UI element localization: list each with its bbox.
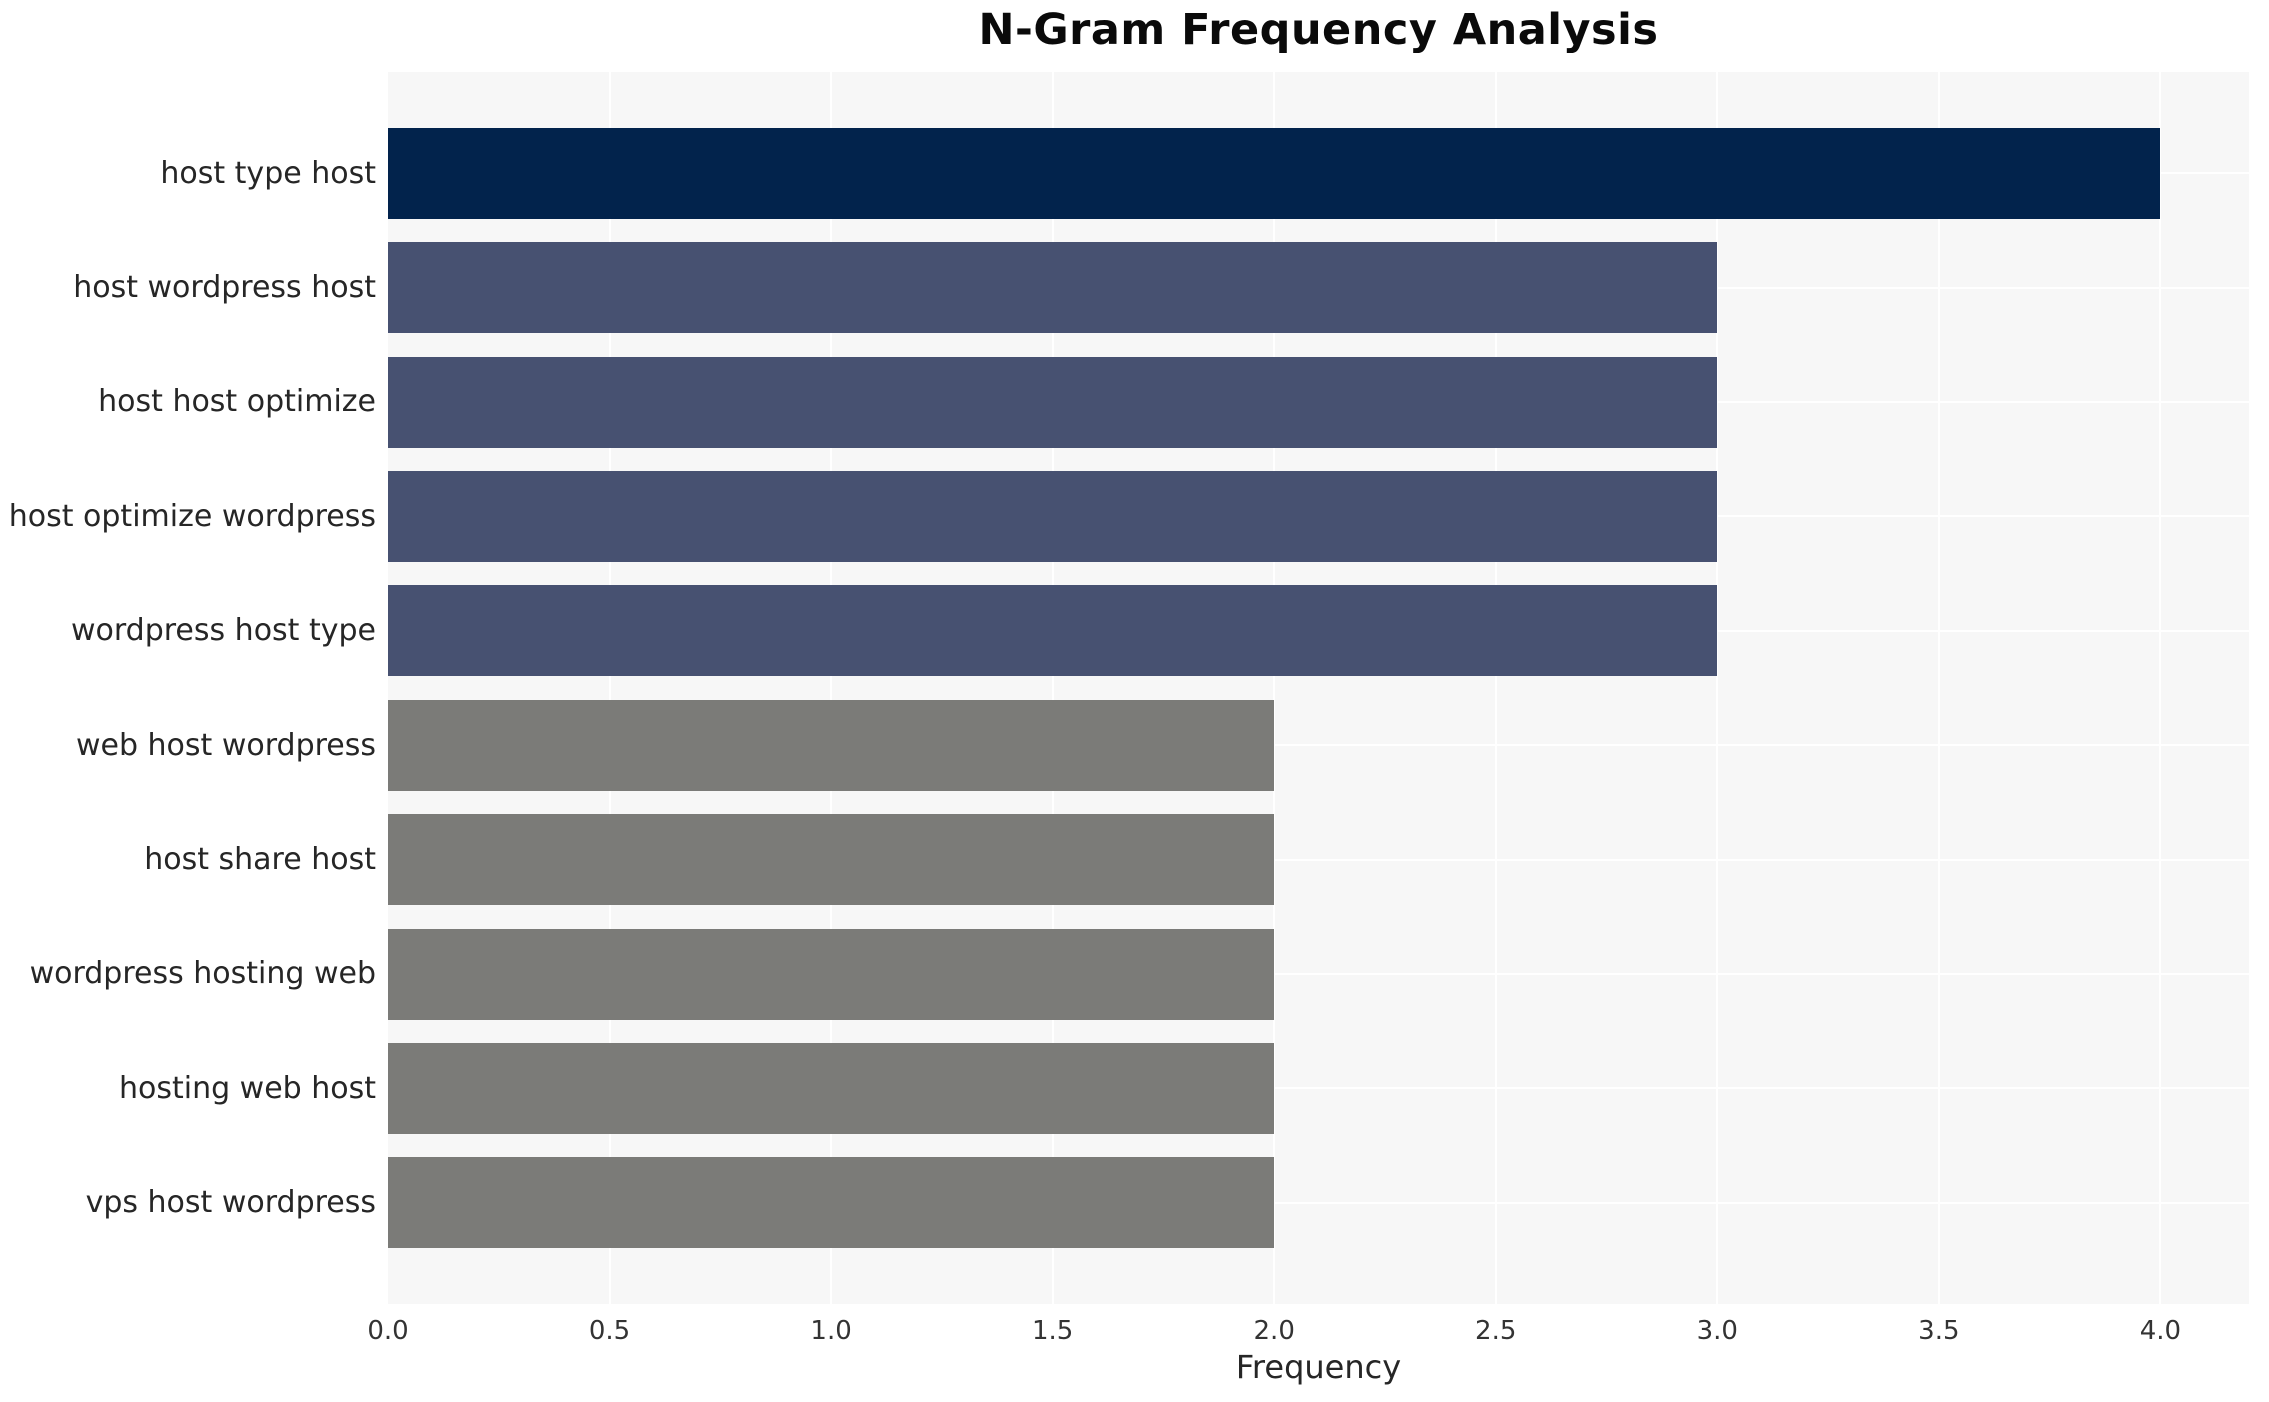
bar-web-host-wordpress xyxy=(388,699,1275,791)
bar-host-wordpress-host xyxy=(388,242,1718,334)
y-tick-label: wordpress host type xyxy=(70,613,376,649)
gridline-vertical xyxy=(2159,72,2162,1304)
y-tick-label: host share host xyxy=(144,842,376,878)
bar-vps-host-wordpress xyxy=(388,1157,1275,1249)
gridline-vertical xyxy=(1494,72,1497,1304)
bar-wordpress-host-type xyxy=(388,585,1718,677)
x-tick-label: 4.0 xyxy=(2139,1316,2182,1346)
x-tick-label: 3.5 xyxy=(1918,1316,1960,1346)
x-tick-label: 0.0 xyxy=(367,1316,409,1346)
chart-title: N-Gram Frequency Analysis xyxy=(978,5,1659,55)
y-axis-labels: host type host host wordpress host host ho… xyxy=(0,72,376,1304)
bar-host-optimize-wordpress xyxy=(388,470,1718,562)
bar-host-host-optimize xyxy=(388,356,1718,448)
gridline-horizontal xyxy=(388,744,2249,747)
bar-hosting-web-host xyxy=(388,1042,1275,1134)
y-tick-label: vps host wordpress xyxy=(85,1185,376,1221)
x-tick-label: 2.0 xyxy=(1253,1316,1295,1346)
x-tick-label: 1.5 xyxy=(1031,1316,1074,1346)
gridline-vertical xyxy=(1716,72,1719,1304)
gridline-horizontal xyxy=(388,1201,2249,1204)
y-tick-label: host wordpress host xyxy=(73,270,376,306)
y-tick-label: host type host xyxy=(160,155,376,191)
bar-host-share-host xyxy=(388,814,1275,906)
gridline-vertical xyxy=(1051,72,1054,1304)
gridline-vertical xyxy=(830,72,833,1304)
gridline-horizontal xyxy=(388,973,2249,975)
gridline-vertical xyxy=(1937,72,1940,1304)
y-tick-label: web host wordpress xyxy=(75,727,376,763)
y-tick-label: hosting web host xyxy=(118,1070,376,1106)
plot-area xyxy=(388,72,2249,1304)
bar-wordpress-hosting-web xyxy=(388,928,1275,1020)
bar-host-type-host xyxy=(388,127,2161,219)
gridline-horizontal xyxy=(388,858,2249,861)
y-tick-label: host host optimize xyxy=(98,384,376,420)
y-tick-label: wordpress hosting web xyxy=(29,956,376,992)
x-tick-label: 0.5 xyxy=(588,1316,631,1346)
x-tick-label: 1.0 xyxy=(810,1316,852,1346)
gridline-horizontal xyxy=(388,1087,2249,1090)
x-tick-label: 3.0 xyxy=(1696,1316,1738,1346)
x-axis-label: Frequency xyxy=(1235,1348,1402,1386)
x-tick-label: 2.5 xyxy=(1475,1316,1517,1346)
gridline-vertical xyxy=(1273,72,1276,1304)
y-tick-label: host optimize wordpress xyxy=(8,498,376,534)
gridline-vertical xyxy=(608,72,611,1304)
